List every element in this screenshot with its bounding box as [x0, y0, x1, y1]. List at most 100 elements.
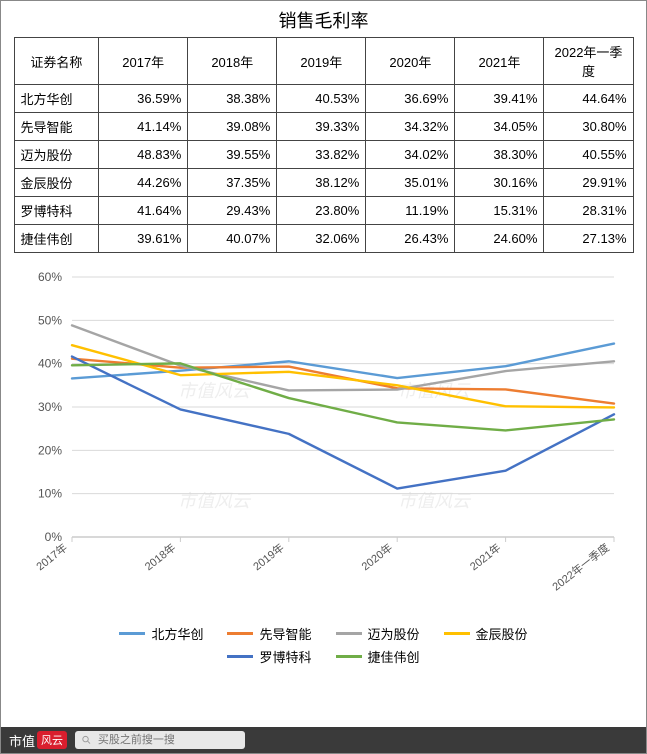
gross-margin-table: 证券名称 2017年2018年2019年2020年2021年2022年一季度 北… — [14, 37, 634, 253]
cell: 23.80% — [277, 197, 366, 225]
brand: 市值 风云 — [9, 731, 67, 750]
table-row: 金辰股份44.26%37.35%38.12%35.01%30.16%29.91% — [14, 169, 633, 197]
cell: 39.61% — [99, 225, 188, 253]
row-name: 金辰股份 — [14, 169, 99, 197]
legend-swatch — [227, 632, 253, 635]
row-name: 罗博特科 — [14, 197, 99, 225]
svg-text:2018年: 2018年 — [141, 540, 178, 573]
legend-item: 迈为股份 — [336, 624, 420, 643]
legend-label: 北方华创 — [151, 624, 203, 643]
cell: 30.80% — [544, 113, 633, 141]
cell: 35.01% — [366, 169, 455, 197]
page-title: 销售毛利率 — [1, 1, 646, 37]
cell: 27.13% — [544, 225, 633, 253]
svg-text:60%: 60% — [37, 270, 61, 284]
cell: 40.55% — [544, 141, 633, 169]
header-col-3: 2020年 — [366, 38, 455, 85]
cell: 36.69% — [366, 85, 455, 113]
header-col-0: 2017年 — [99, 38, 188, 85]
cell: 44.64% — [544, 85, 633, 113]
row-name: 北方华创 — [14, 85, 99, 113]
cell: 41.14% — [99, 113, 188, 141]
brand-prefix: 市值 — [9, 731, 35, 750]
cell: 29.91% — [544, 169, 633, 197]
table-row: 先导智能41.14%39.08%39.33%34.32%34.05%30.80% — [14, 113, 633, 141]
cell: 38.12% — [277, 169, 366, 197]
legend-swatch — [444, 632, 470, 635]
svg-text:2022年一季度: 2022年一季度 — [549, 540, 612, 593]
cell: 29.43% — [188, 197, 277, 225]
legend-label: 先导智能 — [259, 624, 311, 643]
svg-text:30%: 30% — [37, 400, 61, 414]
svg-text:2019年: 2019年 — [250, 540, 287, 573]
cell: 28.31% — [544, 197, 633, 225]
legend-label: 罗博特科 — [259, 647, 311, 666]
svg-text:2021年: 2021年 — [466, 540, 503, 573]
svg-text:0%: 0% — [44, 530, 62, 544]
cell: 34.32% — [366, 113, 455, 141]
chart-svg: 市值风云市值风云市值风云市值风云0%10%20%30%40%50%60%2017… — [14, 267, 634, 607]
legend-item: 捷佳伟创 — [336, 647, 420, 666]
table-row: 捷佳伟创39.61%40.07%32.06%26.43%24.60%27.13% — [14, 225, 633, 253]
cell: 26.43% — [366, 225, 455, 253]
search-box[interactable] — [75, 731, 245, 749]
cell: 32.06% — [277, 225, 366, 253]
cell: 11.19% — [366, 197, 455, 225]
table-header-row: 证券名称 2017年2018年2019年2020年2021年2022年一季度 — [14, 38, 633, 85]
cell: 36.59% — [99, 85, 188, 113]
search-icon — [81, 734, 92, 746]
legend-swatch — [227, 655, 253, 658]
legend-swatch — [336, 655, 362, 658]
cell: 34.05% — [455, 113, 544, 141]
legend-item: 先导智能 — [227, 624, 311, 643]
cell: 24.60% — [455, 225, 544, 253]
legend-label: 迈为股份 — [368, 624, 420, 643]
cell: 40.53% — [277, 85, 366, 113]
footer-bar: 市值 风云 — [1, 727, 646, 753]
row-name: 先导智能 — [14, 113, 99, 141]
table-row: 罗博特科41.64%29.43%23.80%11.19%15.31%28.31% — [14, 197, 633, 225]
page-container: 销售毛利率 证券名称 2017年2018年2019年2020年2021年2022… — [0, 0, 647, 754]
cell: 30.16% — [455, 169, 544, 197]
svg-text:2017年: 2017年 — [33, 540, 70, 573]
cell: 48.83% — [99, 141, 188, 169]
cell: 39.08% — [188, 113, 277, 141]
cell: 40.07% — [188, 225, 277, 253]
cell: 34.02% — [366, 141, 455, 169]
legend-item: 罗博特科 — [227, 647, 311, 666]
legend-label: 捷佳伟创 — [368, 647, 420, 666]
search-input[interactable] — [96, 733, 239, 747]
cell: 44.26% — [99, 169, 188, 197]
row-name: 捷佳伟创 — [14, 225, 99, 253]
brand-logo: 风云 — [37, 731, 67, 749]
svg-text:市值风云: 市值风云 — [178, 381, 252, 401]
svg-text:20%: 20% — [37, 443, 61, 457]
header-col-4: 2021年 — [455, 38, 544, 85]
cell: 39.41% — [455, 85, 544, 113]
legend-label: 金辰股份 — [476, 624, 528, 643]
table-row: 北方华创36.59%38.38%40.53%36.69%39.41%44.64% — [14, 85, 633, 113]
legend-item: 金辰股份 — [444, 624, 528, 643]
legend-swatch — [119, 632, 145, 635]
header-col-5: 2022年一季度 — [544, 38, 633, 85]
header-col-1: 2018年 — [188, 38, 277, 85]
cell: 39.55% — [188, 141, 277, 169]
cell: 33.82% — [277, 141, 366, 169]
header-name-col: 证券名称 — [14, 38, 99, 85]
chart-legend: 北方华创 先导智能 迈为股份 金辰股份罗博特科 捷佳伟创 — [14, 620, 634, 670]
svg-text:40%: 40% — [37, 357, 61, 371]
cell: 39.33% — [277, 113, 366, 141]
cell: 41.64% — [99, 197, 188, 225]
header-col-2: 2019年 — [277, 38, 366, 85]
row-name: 迈为股份 — [14, 141, 99, 169]
cell: 15.31% — [455, 197, 544, 225]
cell: 38.30% — [455, 141, 544, 169]
cell: 38.38% — [188, 85, 277, 113]
table-row: 迈为股份48.83%39.55%33.82%34.02%38.30%40.55% — [14, 141, 633, 169]
cell: 37.35% — [188, 169, 277, 197]
legend-swatch — [336, 632, 362, 635]
line-chart: 市值风云市值风云市值风云市值风云0%10%20%30%40%50%60%2017… — [14, 267, 634, 670]
legend-item: 北方华创 — [119, 624, 203, 643]
svg-text:2020年: 2020年 — [358, 540, 395, 573]
svg-text:50%: 50% — [37, 313, 61, 327]
